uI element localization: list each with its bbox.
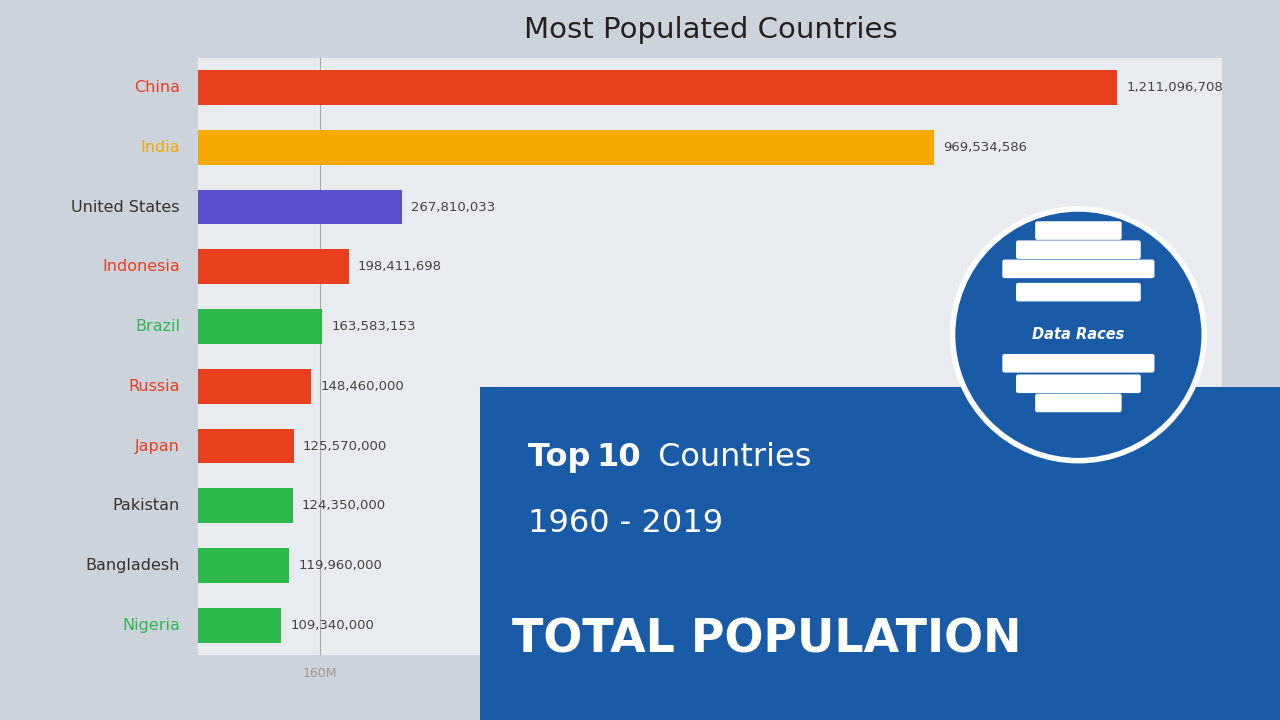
Text: Countries: Countries [648,441,812,473]
Text: 109,340,000: 109,340,000 [291,618,374,632]
Text: 125,570,000: 125,570,000 [303,439,387,453]
Text: Bangladesh: Bangladesh [86,558,180,573]
Bar [198,428,293,464]
Text: Top: Top [529,441,602,473]
Text: 119,960,000: 119,960,000 [298,559,383,572]
Bar [198,309,323,344]
Bar [198,70,1117,105]
Text: 10: 10 [596,441,640,473]
Text: TOTAL POPULATION: TOTAL POPULATION [512,618,1021,662]
Bar [198,249,349,284]
Text: Japan: Japan [136,438,180,454]
Text: China: China [134,80,180,95]
FancyBboxPatch shape [1036,221,1121,240]
Text: 148,460,000: 148,460,000 [320,379,404,393]
Text: 267,810,033: 267,810,033 [411,200,495,214]
Text: India: India [141,140,180,155]
FancyBboxPatch shape [1016,374,1140,393]
Text: 160M: 160M [302,667,337,680]
Bar [198,488,293,523]
FancyBboxPatch shape [1002,260,1155,278]
Text: 1960 - 2019: 1960 - 2019 [529,508,723,539]
Text: Nigeria: Nigeria [122,618,180,633]
Text: Pakistan: Pakistan [113,498,180,513]
Bar [198,130,934,165]
Text: Brazil: Brazil [134,319,180,334]
Text: 198,411,698: 198,411,698 [358,260,442,274]
Text: United States: United States [72,199,180,215]
Circle shape [952,209,1204,461]
Bar [198,369,311,404]
Bar [198,608,282,643]
Bar [198,189,402,225]
Text: 163,583,153: 163,583,153 [332,320,416,333]
FancyBboxPatch shape [1002,354,1155,372]
FancyBboxPatch shape [1016,240,1140,259]
Text: 969,534,586: 969,534,586 [943,140,1027,154]
Text: 1,211,096,708: 1,211,096,708 [1126,81,1222,94]
Title: Most Populated Countries: Most Populated Countries [524,16,897,44]
Bar [198,548,289,583]
Text: 124,350,000: 124,350,000 [302,499,387,513]
Text: Data Races: Data Races [1032,328,1125,342]
Text: Indonesia: Indonesia [102,259,180,274]
FancyBboxPatch shape [1016,283,1140,302]
FancyBboxPatch shape [1036,394,1121,413]
Text: Russia: Russia [128,379,180,394]
